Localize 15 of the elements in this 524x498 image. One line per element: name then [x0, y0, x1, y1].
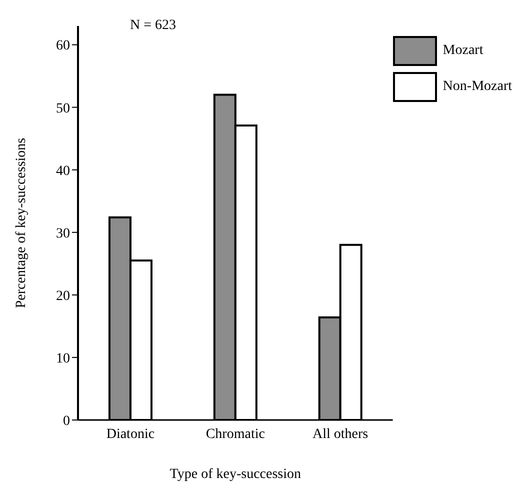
- y-tick-label: 50: [56, 101, 70, 116]
- x-axis-title: Type of key-succession: [170, 466, 301, 482]
- annotation: N = 623: [130, 18, 176, 34]
- y-tick-label: 30: [56, 226, 70, 242]
- x-tick-label: All others: [312, 426, 368, 442]
- y-tick-label: 60: [56, 38, 70, 54]
- y-axis-title: Percentage of key-successions: [14, 138, 29, 308]
- legend-label: Mozart: [442, 43, 484, 59]
- x-tick-label: Diatonic: [106, 426, 155, 442]
- y-tick-label: 20: [56, 288, 70, 304]
- y-tick-label: 10: [56, 351, 70, 366]
- legend-label: Non-Mozart: [442, 79, 512, 95]
- x-tick-label: Chromatic: [206, 426, 265, 442]
- y-tick-label: 40: [56, 164, 70, 179]
- y-tick-label: 0: [63, 414, 70, 429]
